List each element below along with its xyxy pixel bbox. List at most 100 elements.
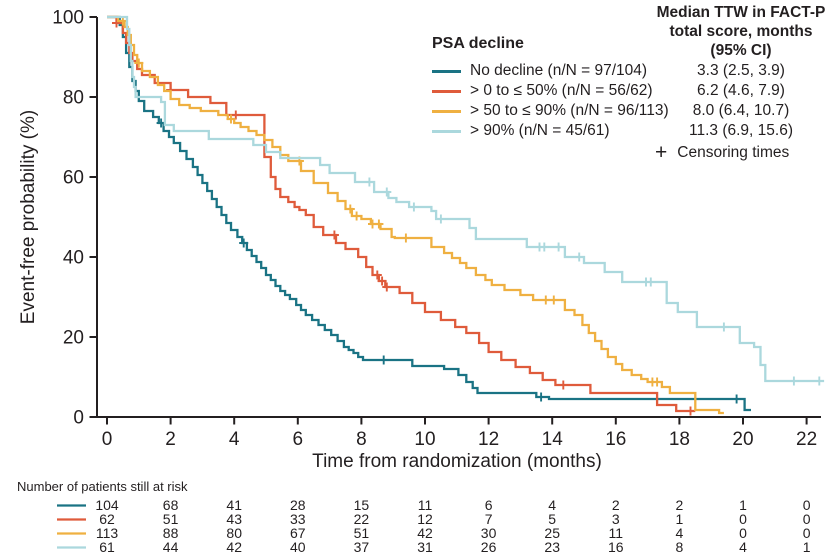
legend-swatch-decline-50-90: [432, 109, 461, 113]
risk-value: 7: [485, 511, 493, 527]
legend-label: > 0 to ≤ 50% (n/N = 56/62): [470, 82, 653, 99]
legend-swatch-no-decline: [432, 69, 461, 73]
legend-title: PSA decline: [432, 35, 524, 52]
risk-value: 23: [544, 539, 560, 555]
censor-marks-no-decline: [156, 118, 742, 404]
censor-legend-label: Censoring times: [677, 144, 790, 161]
legend-item-decline-90: > 90% (n/N = 45/61): [432, 121, 669, 141]
legend-swatch-decline-0-50: [432, 89, 461, 93]
censor-mark: [379, 355, 389, 365]
risk-value: 40: [290, 539, 306, 555]
censor-mark: [382, 187, 392, 197]
censor-marks-decline-90: [364, 177, 824, 386]
censor-mark: [574, 252, 584, 262]
risk-value: 1: [676, 511, 684, 527]
censor-mark: [541, 295, 551, 305]
risk-value: 1: [803, 539, 811, 555]
risk-value: 4: [548, 497, 556, 513]
censor-mark: [377, 276, 387, 286]
risk-value: 1: [739, 497, 747, 513]
median-header-line1: Median TTW in FACT-P: [656, 4, 826, 21]
risk-value: 42: [417, 525, 433, 541]
y-axis-tick-label: 20: [63, 328, 84, 349]
risk-value: 15: [354, 497, 370, 513]
risk-value: 113: [96, 525, 119, 541]
risk-value: 30: [481, 525, 497, 541]
risk-value: 12: [417, 511, 433, 527]
risk-value: 8: [676, 539, 684, 555]
censor-mark: [652, 377, 662, 387]
x-axis-title: Time from randomization (months): [312, 451, 602, 472]
risk-value: 0: [803, 497, 811, 513]
risk-value: 37: [354, 539, 370, 555]
series-line-no-decline: [107, 15, 751, 412]
censor-marks-decline-50-90: [118, 16, 662, 387]
y-axis-tick-label: 0: [73, 408, 84, 429]
censor-mark: [112, 18, 121, 28]
risk-value: 4: [676, 525, 684, 541]
risk-row-no-decline: 104 68 41 28 15 11 6 4 2 2 1 0: [57, 497, 811, 513]
risk-value: 33: [290, 511, 306, 527]
median-column-header: Median TTW in FACT-P total score, months…: [650, 3, 832, 60]
risk-value: 61: [99, 539, 115, 555]
censor-mark: [409, 202, 419, 212]
censor-mark: [686, 406, 695, 416]
x-axis-tick-label: 22: [796, 429, 817, 450]
risk-value: 43: [226, 511, 242, 527]
risk-value: 26: [481, 539, 497, 555]
legend-label: > 90% (n/N = 45/61): [470, 122, 610, 139]
risk-value: 22: [354, 511, 370, 527]
censor-mark: [558, 380, 568, 390]
censor-mark: [345, 204, 355, 214]
legend-swatch-decline-90: [432, 129, 461, 133]
censor-mark: [329, 230, 339, 240]
legend-label: No decline (n/N = 97/104): [470, 62, 648, 79]
legend-item-no-decline: No decline (n/N = 97/104): [432, 61, 669, 81]
censor-mark: [539, 242, 549, 252]
censor-mark: [231, 110, 241, 120]
risk-value: 62: [99, 511, 115, 527]
risk-value: 2: [612, 497, 620, 513]
risk-value: 11: [609, 525, 624, 541]
risk-table-caption: Number of patients still at risk: [17, 479, 188, 494]
risk-value: 80: [226, 525, 242, 541]
risk-value: 51: [354, 525, 370, 541]
censor-mark: [719, 322, 729, 332]
censor-mark: [382, 282, 392, 292]
risk-value: 41: [226, 497, 242, 513]
x-axis-tick-label: 10: [414, 429, 435, 450]
censor-mark: [549, 295, 559, 305]
censor-mark: [536, 392, 546, 402]
risk-value: 0: [739, 511, 747, 527]
censor-mark: [646, 277, 656, 287]
risk-value: 31: [417, 539, 433, 555]
y-axis-tick-label: 40: [63, 248, 84, 269]
censor-mark: [372, 270, 382, 280]
median-value-decline-50-90: 8.0 (6.4, 10.7): [692, 102, 790, 119]
censor-mark: [436, 214, 446, 224]
censor-mark: [352, 211, 362, 221]
censor-mark: [401, 233, 411, 243]
x-axis-tick-label: 18: [669, 429, 690, 450]
y-axis-title: Event-free probability (%): [18, 109, 39, 325]
median-values-column: 3.3 (2.5, 3.9) 6.2 (4.6, 7.9) 8.0 (6.4, …: [650, 61, 832, 141]
risk-value: 25: [544, 525, 560, 541]
risk-value: 44: [163, 539, 179, 555]
x-axis-tick-label: 14: [542, 429, 564, 450]
risk-value: 0: [739, 525, 747, 541]
risk-value: 16: [608, 539, 624, 555]
x-axis-tick-label: 16: [605, 429, 626, 450]
plus-icon: +: [655, 141, 668, 164]
risk-value: 2: [676, 497, 684, 513]
censor-mark: [732, 394, 742, 404]
risk-value: 0: [803, 511, 811, 527]
series-line-decline-90: [107, 15, 825, 383]
series-line-decline-50-90: [107, 15, 724, 415]
risk-value: 42: [226, 539, 242, 555]
censor-marks-decline-0-50: [112, 18, 695, 416]
y-axis-tick-label: 80: [63, 88, 84, 109]
x-axis-tick-label: 20: [732, 429, 753, 450]
median-value-no-decline: 3.3 (2.5, 3.9): [697, 62, 785, 79]
